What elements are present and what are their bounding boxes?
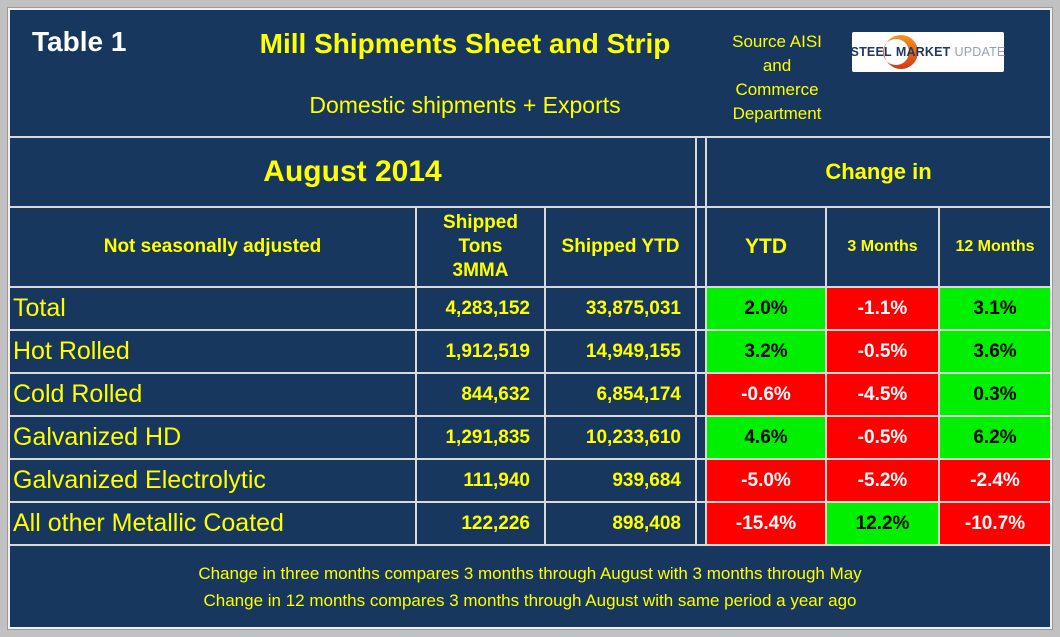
logo-text-market: MARKET	[895, 45, 951, 59]
ytd-change-cell: -0.6%	[707, 374, 825, 415]
column-divider	[697, 138, 705, 206]
3-month-change-cell: -0.5%	[827, 417, 938, 458]
column-header-shipped-tons-3mma: Shipped Tons 3MMA	[417, 208, 544, 286]
title-band: Table 1 Mill Shipments Sheet and Strip D…	[10, 10, 1050, 136]
logo-crescent-icon	[883, 35, 918, 69]
column-divider	[697, 417, 705, 458]
12-month-change-cell: 6.2%	[940, 417, 1050, 458]
change-in-header: Change in	[707, 138, 1050, 206]
column-header-ytd: YTD	[707, 208, 825, 286]
12-month-change-cell: 0.3%	[940, 374, 1050, 415]
source-line: Source AISI	[732, 32, 822, 51]
footnotes: Change in three months compares 3 months…	[10, 546, 1050, 627]
source-note: Source AISI and Commerce Department	[698, 30, 856, 126]
column-header-3-months: 3 Months	[827, 208, 938, 286]
12-month-change-cell: 3.1%	[940, 288, 1050, 329]
3-month-change-cell: -1.1%	[827, 288, 938, 329]
column-divider	[697, 208, 705, 286]
shipped-3mma-value: 122,226	[417, 503, 544, 544]
footnote-line: Change in 12 months compares 3 months th…	[203, 590, 857, 610]
3-month-change-cell: -5.2%	[827, 460, 938, 501]
row-label: All other Metallic Coated	[10, 503, 415, 544]
shipped-3mma-value: 844,632	[417, 374, 544, 415]
page-subtitle: Domestic shipments + Exports	[309, 92, 621, 118]
source-line: Department	[732, 104, 822, 123]
table-number-label: Table 1	[32, 26, 127, 57]
row-label: Cold Rolled	[10, 374, 415, 415]
12-month-change-cell: -2.4%	[940, 460, 1050, 501]
shipped-ytd-value: 898,408	[546, 503, 695, 544]
column-divider	[697, 288, 705, 329]
shipped-3mma-value: 4,283,152	[417, 288, 544, 329]
row-label: Galvanized Electrolytic	[10, 460, 415, 501]
table-panel: Table 1 Mill Shipments Sheet and Strip D…	[8, 8, 1052, 629]
ytd-change-cell: -15.4%	[707, 503, 825, 544]
source-line: and	[762, 56, 792, 75]
column-header-shipped-ytd: Shipped YTD	[546, 208, 695, 286]
shipped-ytd-value: 6,854,174	[546, 374, 695, 415]
row-label: Total	[10, 288, 415, 329]
shipped-ytd-value: 939,684	[546, 460, 695, 501]
3-month-change-cell: -4.5%	[827, 374, 938, 415]
shipped-3mma-value: 111,940	[417, 460, 544, 501]
column-divider	[697, 460, 705, 501]
source-line: Commerce	[735, 80, 819, 99]
shipped-ytd-value: 10,233,610	[546, 417, 695, 458]
shipped-3mma-value: 1,291,835	[417, 417, 544, 458]
3-month-change-cell: 12.2%	[827, 503, 938, 544]
logo-text-update: UPDATE	[954, 45, 1006, 59]
12-month-change-cell: 3.6%	[940, 331, 1050, 372]
shipments-table: Table 1 Mill Shipments Sheet and Strip D…	[10, 10, 1050, 627]
logo-text-steel: STEEL	[850, 45, 892, 59]
12-month-change-cell: -10.7%	[940, 503, 1050, 544]
page-title: Mill Shipments Sheet and Strip	[259, 28, 671, 59]
ytd-change-cell: -5.0%	[707, 460, 825, 501]
shipped-ytd-value: 33,875,031	[546, 288, 695, 329]
column-header-12-months: 12 Months	[940, 208, 1050, 286]
ytd-change-cell: 3.2%	[707, 331, 825, 372]
ytd-change-cell: 4.6%	[707, 417, 825, 458]
shipped-ytd-value: 14,949,155	[546, 331, 695, 372]
row-label: Hot Rolled	[10, 331, 415, 372]
footnote-line: Change in three months compares 3 months…	[198, 563, 862, 583]
column-divider	[697, 374, 705, 415]
steel-market-update-logo: STEEL MARKET UPDATE	[850, 32, 1006, 72]
3-month-change-cell: -0.5%	[827, 331, 938, 372]
shipped-3mma-value: 1,912,519	[417, 331, 544, 372]
row-label: Galvanized HD	[10, 417, 415, 458]
column-divider	[697, 331, 705, 372]
column-divider	[697, 503, 705, 544]
period-header: August 2014	[10, 138, 695, 206]
column-header-not-seasonally-adjusted: Not seasonally adjusted	[10, 208, 415, 286]
ytd-change-cell: 2.0%	[707, 288, 825, 329]
